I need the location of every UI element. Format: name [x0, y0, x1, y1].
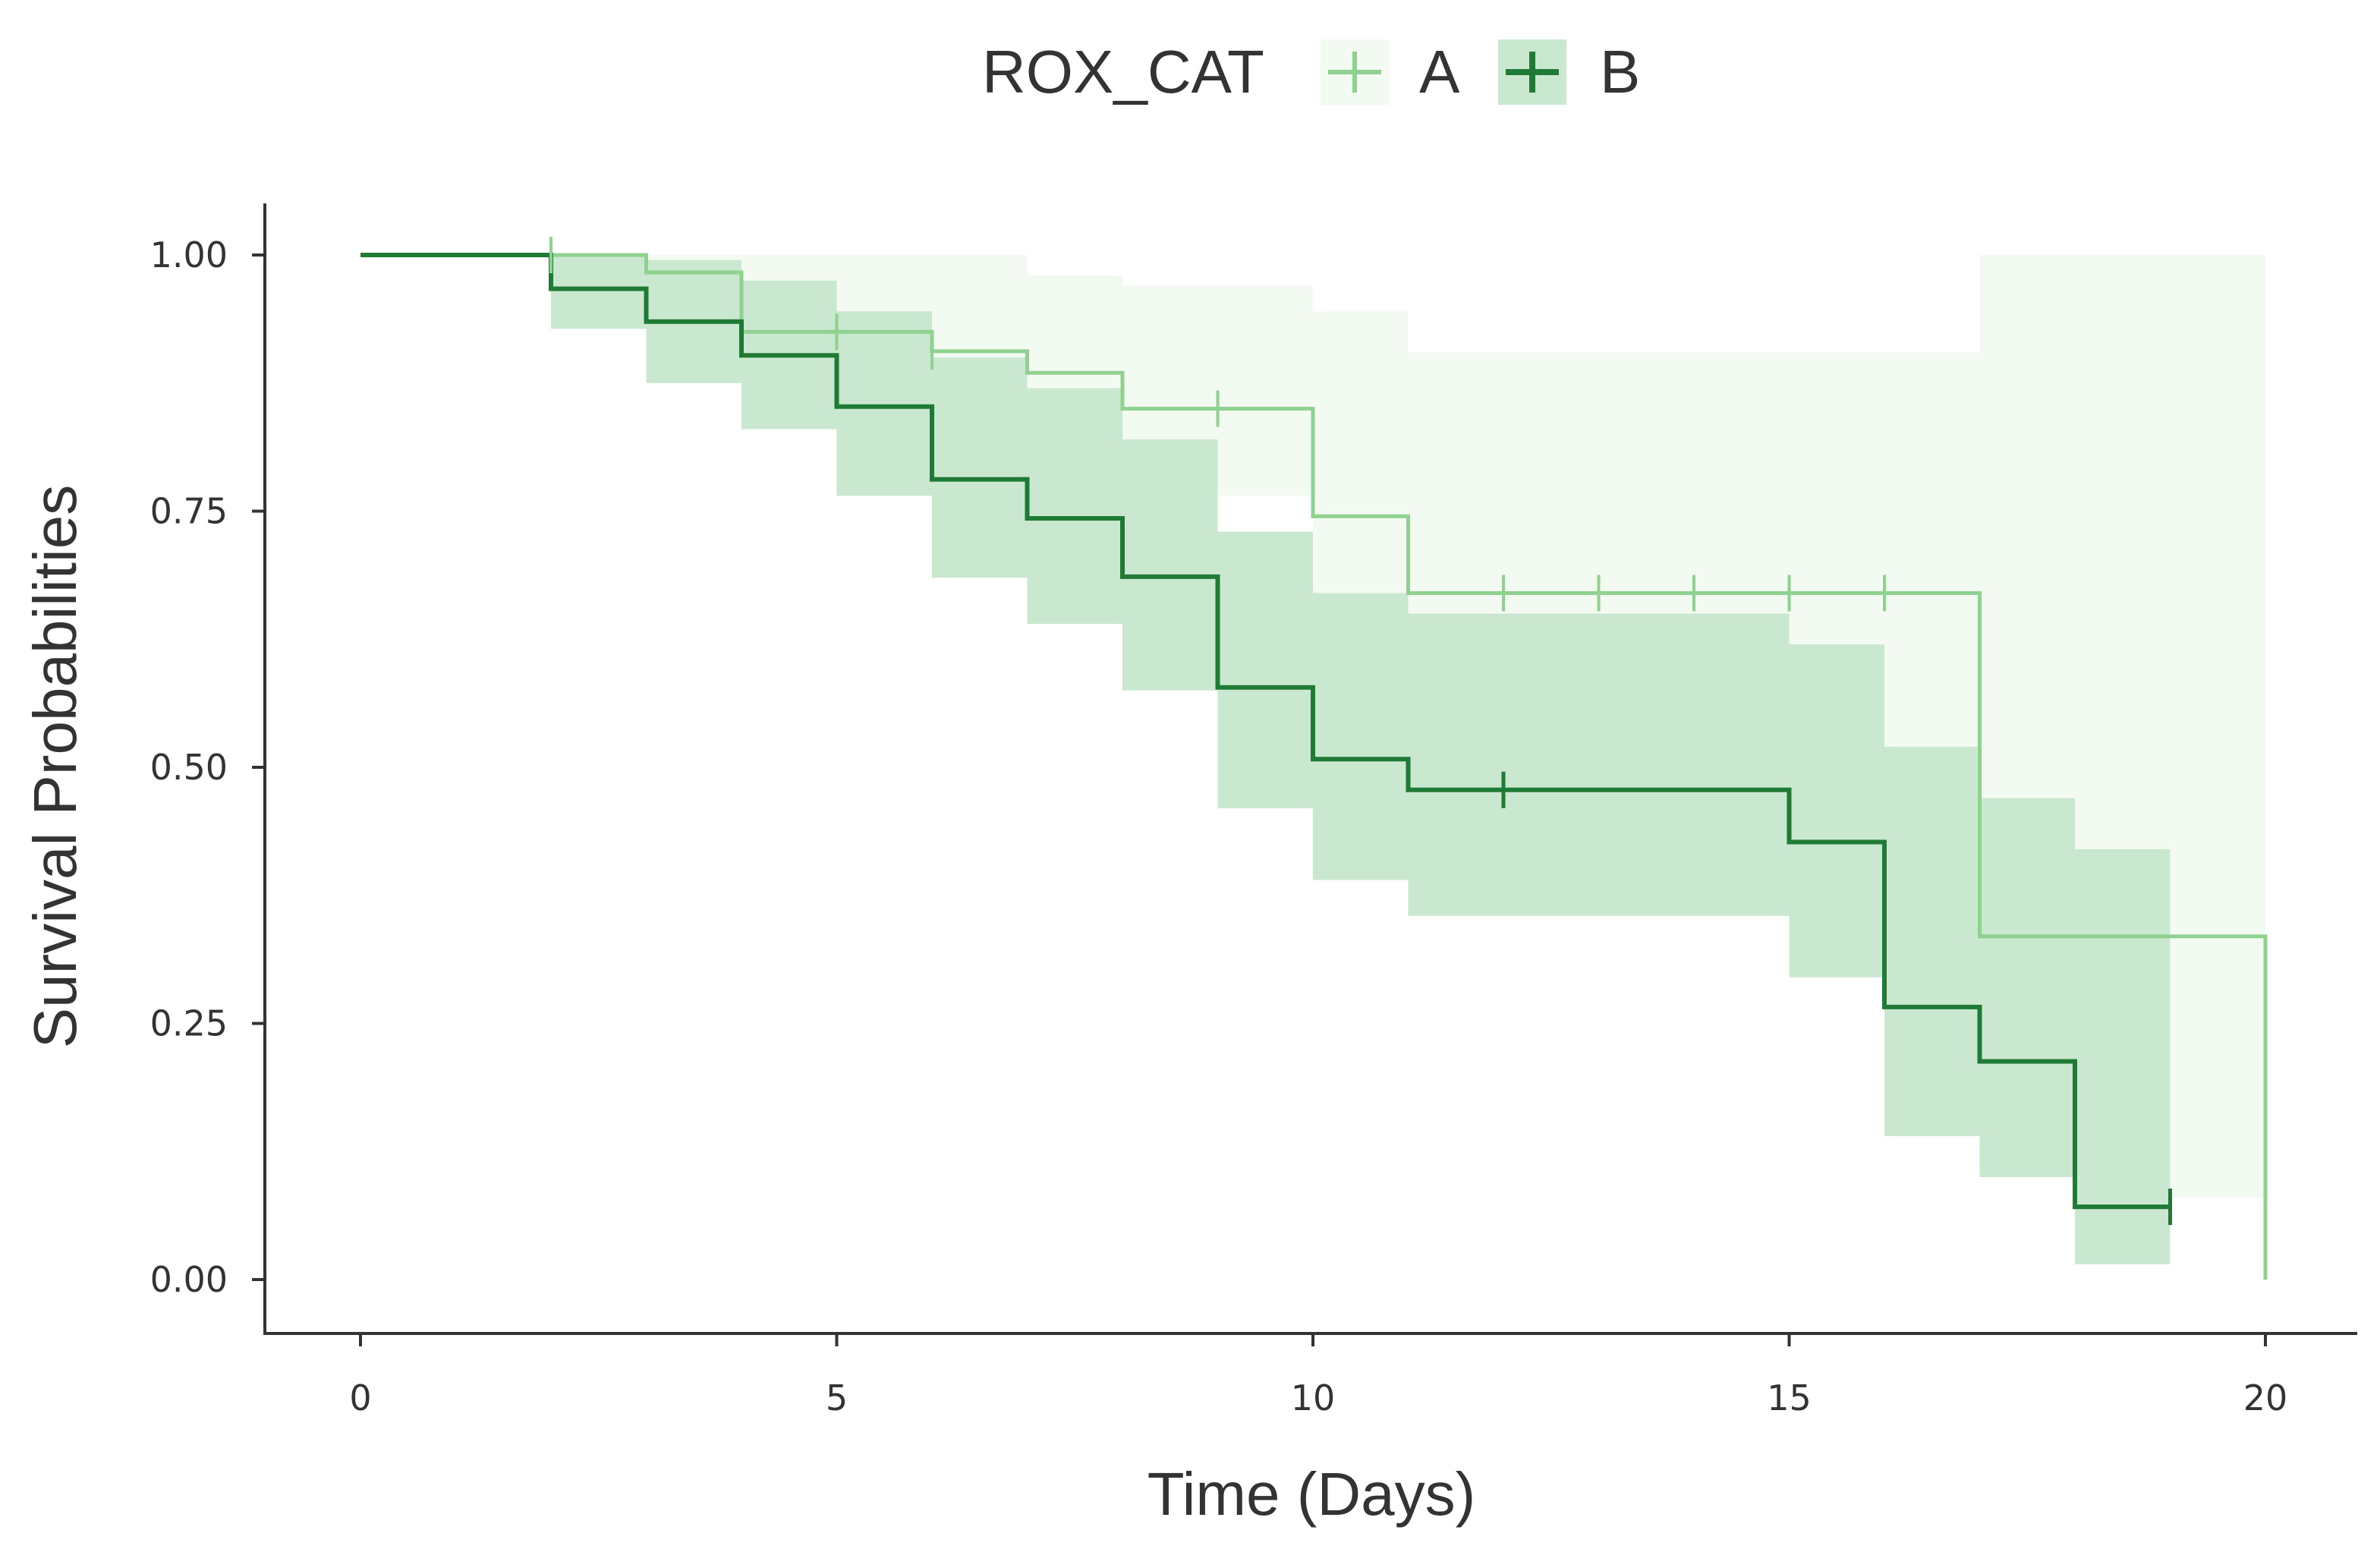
- survival-curves: [360, 253, 2268, 1280]
- y-axis-title: Survival Probabilities: [21, 485, 89, 1049]
- y-tick-label: 0.75: [150, 491, 228, 532]
- legend-label-a: A: [1419, 38, 1460, 105]
- censor-marks: [549, 237, 2172, 1226]
- y-axis-ticks: 0.00 0.25 0.50 0.75 1.00: [150, 235, 265, 1300]
- x-axis-title: Time (Days): [1148, 1460, 1476, 1528]
- y-tick-label: 0.25: [150, 1003, 228, 1044]
- survival-curve-a: [360, 253, 2268, 1280]
- x-axis-ticks: 0 5 10 15 20: [349, 1333, 2287, 1418]
- x-tick-label: 5: [826, 1377, 848, 1418]
- legend: ROX_CAT A B: [982, 38, 1640, 105]
- legend-title: ROX_CAT: [982, 38, 1264, 105]
- x-tick-label: 0: [349, 1377, 371, 1418]
- y-tick-label: 0.50: [150, 747, 228, 788]
- legend-label-b: B: [1600, 38, 1640, 105]
- survival-curve-b: [360, 253, 2171, 1210]
- y-tick-label: 0.00: [150, 1259, 228, 1300]
- x-tick-label: 15: [1767, 1377, 1812, 1418]
- y-tick-label: 1.00: [150, 235, 228, 275]
- x-tick-label: 10: [1291, 1377, 1336, 1418]
- x-tick-label: 20: [2243, 1377, 2288, 1418]
